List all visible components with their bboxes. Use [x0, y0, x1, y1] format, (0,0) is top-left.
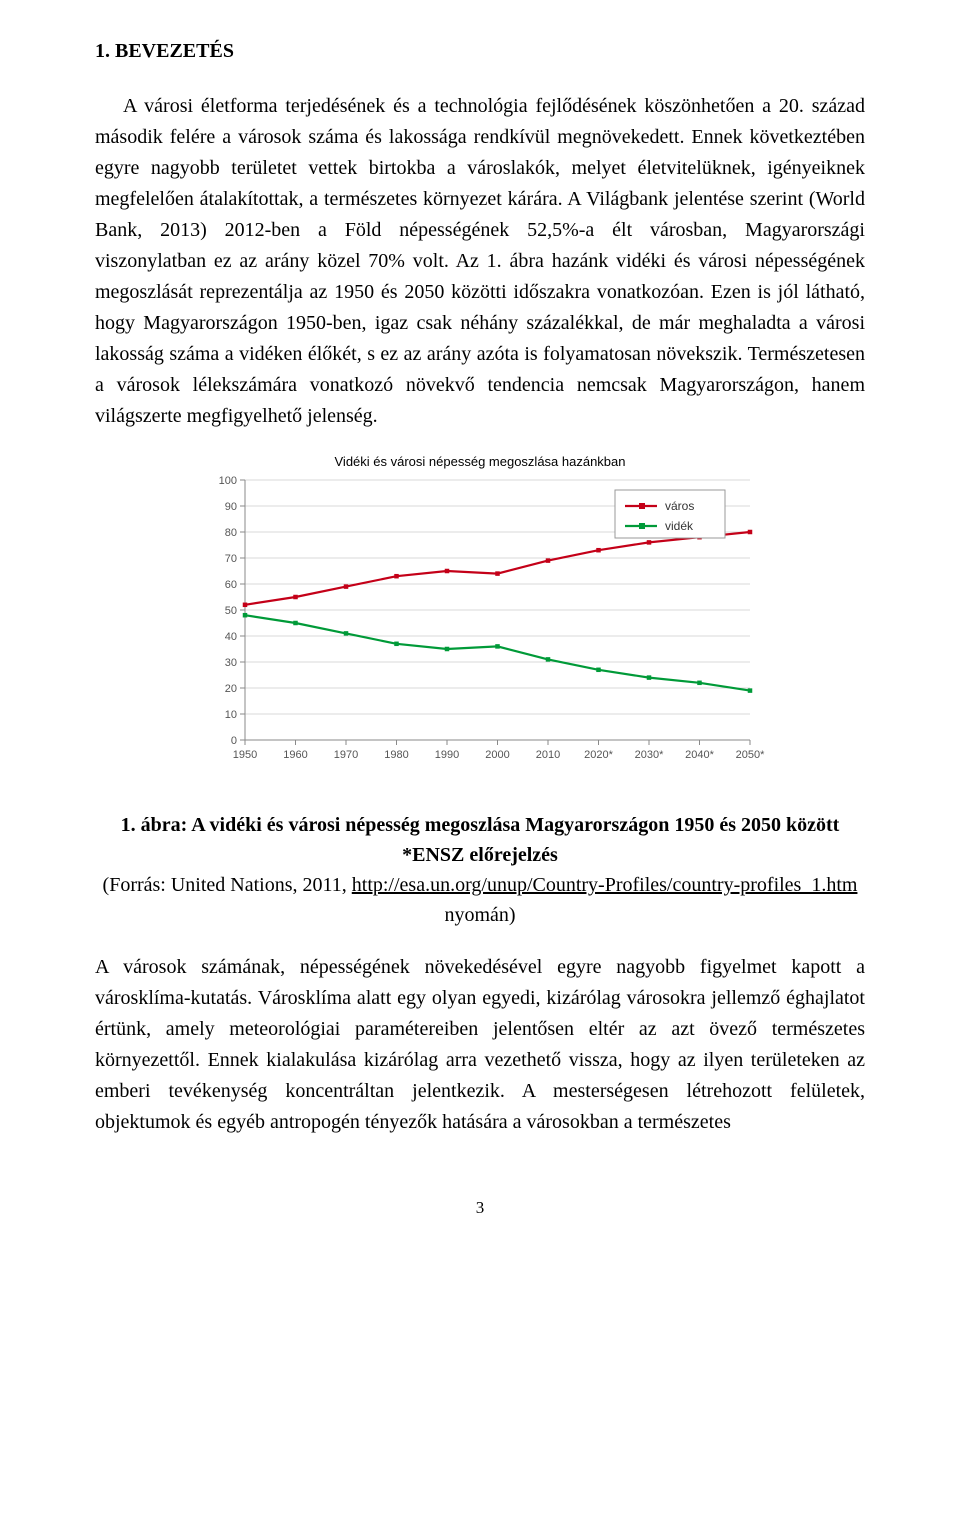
caption-source-suffix: nyomán) — [444, 904, 515, 926]
svg-text:vidék: vidék — [665, 519, 694, 533]
svg-text:30: 30 — [225, 657, 237, 669]
svg-text:város: város — [665, 499, 694, 513]
svg-text:0: 0 — [231, 735, 237, 747]
paragraph-1: A városi életforma terjedésének és a tec… — [95, 91, 865, 432]
svg-text:90: 90 — [225, 501, 237, 513]
svg-text:1960: 1960 — [283, 749, 307, 761]
caption-line-1: 1. ábra: A vidéki és városi népesség meg… — [121, 814, 840, 836]
caption-source-link[interactable]: http://esa.un.org/unup/Country-Profiles/… — [352, 874, 858, 896]
caption-source-prefix: (Forrás: United Nations, 2011, — [103, 874, 352, 896]
caption-line-2: *ENSZ előrejelzés — [402, 844, 558, 866]
svg-text:2050*: 2050* — [736, 749, 765, 761]
svg-text:2040*: 2040* — [685, 749, 714, 761]
svg-text:1980: 1980 — [384, 749, 408, 761]
population-chart: Vidéki és városi népesség megoszlása haz… — [95, 450, 865, 780]
svg-text:1970: 1970 — [334, 749, 358, 761]
figure-caption: 1. ábra: A vidéki és városi népesség meg… — [95, 810, 865, 930]
page-number: 3 — [95, 1198, 865, 1218]
svg-text:100: 100 — [219, 475, 237, 487]
svg-text:2010: 2010 — [536, 749, 560, 761]
svg-text:1990: 1990 — [435, 749, 459, 761]
svg-text:40: 40 — [225, 631, 237, 643]
svg-text:20: 20 — [225, 683, 237, 695]
svg-text:2000: 2000 — [485, 749, 509, 761]
svg-text:Vidéki és városi népesség mego: Vidéki és városi népesség megoszlása haz… — [335, 454, 626, 469]
paragraph-2: A városok számának, népességének növeked… — [95, 952, 865, 1138]
section-heading: 1. BEVEZETÉS — [95, 40, 865, 63]
svg-text:10: 10 — [225, 709, 237, 721]
chart-svg: Vidéki és városi népesség megoszlása haz… — [190, 450, 770, 780]
svg-text:50: 50 — [225, 605, 237, 617]
svg-text:2020*: 2020* — [584, 749, 613, 761]
svg-text:70: 70 — [225, 553, 237, 565]
svg-text:1950: 1950 — [233, 749, 257, 761]
svg-text:2030*: 2030* — [635, 749, 664, 761]
svg-text:80: 80 — [225, 527, 237, 539]
svg-text:60: 60 — [225, 579, 237, 591]
